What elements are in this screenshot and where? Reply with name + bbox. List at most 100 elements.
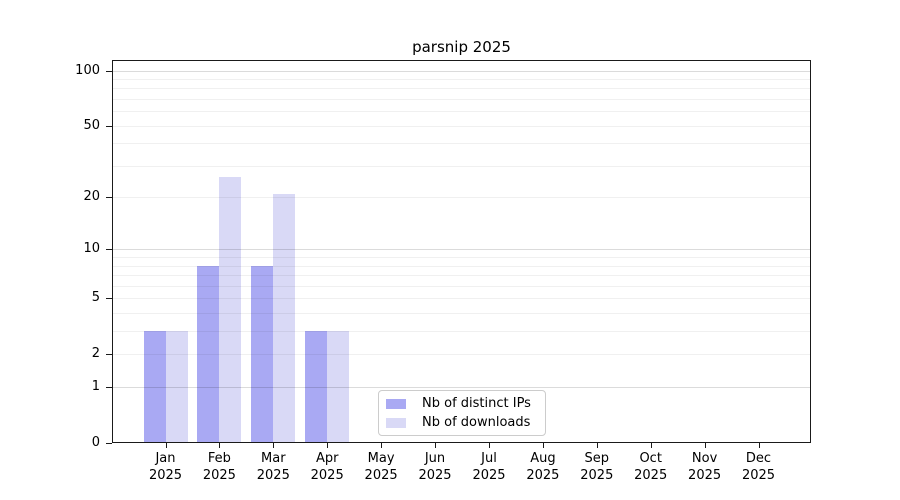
gridline-y-80 bbox=[112, 88, 811, 90]
x-tick-month: Apr bbox=[315, 451, 339, 466]
gridline-y-2 bbox=[112, 354, 811, 356]
x-tick-label-jul: Jul 2025 bbox=[457, 450, 521, 484]
x-tick-label-mar: Mar 2025 bbox=[241, 450, 305, 484]
x-tick-mark-sep bbox=[596, 443, 598, 448]
gridline-y-1 bbox=[112, 387, 811, 389]
x-tick-year: 2025 bbox=[148, 468, 183, 483]
x-tick-label-jun: Jun 2025 bbox=[403, 450, 467, 484]
x-tick-year: 2025 bbox=[364, 468, 398, 483]
chart-title: parsnip 2025 bbox=[412, 38, 511, 56]
x-tick-mark-oct bbox=[650, 443, 652, 448]
gridline-y-7 bbox=[112, 275, 811, 277]
gridline-y-70 bbox=[112, 98, 811, 100]
x-tick-year: 2025 bbox=[634, 468, 668, 483]
gridline-y-8 bbox=[112, 265, 811, 267]
gridline-y-4 bbox=[112, 313, 811, 315]
x-tick-mark-jul bbox=[489, 443, 490, 448]
x-tick-mark-jun bbox=[435, 443, 436, 448]
gridline-y-90 bbox=[112, 78, 811, 80]
y-tick-label-50: 50 bbox=[83, 117, 100, 133]
gridline-y-10 bbox=[112, 249, 811, 251]
gridline-y-5 bbox=[112, 298, 811, 300]
x-tick-year: 2025 bbox=[580, 468, 614, 483]
gridline-y-3 bbox=[112, 331, 811, 333]
y-tick-mark-20 bbox=[106, 197, 112, 199]
x-tick-year: 2025 bbox=[202, 468, 236, 483]
x-tick-month: Mar bbox=[261, 451, 286, 466]
x-tick-label-dec: Dec 2025 bbox=[727, 450, 791, 484]
x-tick-label-jan: Jan 2025 bbox=[134, 450, 198, 484]
x-tick-year: 2025 bbox=[418, 468, 452, 483]
bar-apr-distinct-ips bbox=[305, 331, 328, 443]
legend-item-distinct-ips: Nb of distinct IPs bbox=[386, 396, 537, 412]
bar-jan-downloads bbox=[165, 331, 188, 443]
x-tick-mark-apr bbox=[327, 443, 329, 448]
y-tick-label-5: 5 bbox=[91, 290, 100, 306]
x-tick-label-may: May 2025 bbox=[349, 450, 413, 484]
x-tick-month: May bbox=[367, 451, 395, 466]
gridline-y-60 bbox=[112, 111, 811, 113]
gridline-y-100 bbox=[112, 70, 811, 72]
x-tick-label-feb: Feb 2025 bbox=[187, 450, 251, 484]
bars-layer bbox=[112, 60, 811, 443]
x-tick-label-apr: Apr 2025 bbox=[295, 450, 359, 484]
x-tick-label-aug: Aug 2025 bbox=[511, 450, 575, 484]
x-tick-label-nov: Nov 2025 bbox=[673, 450, 737, 484]
gridline-y-30 bbox=[112, 165, 811, 167]
x-tick-month: Dec bbox=[745, 451, 772, 466]
x-tick-year: 2025 bbox=[688, 468, 722, 483]
x-tick-mark-feb bbox=[219, 443, 221, 448]
y-tick-mark-0 bbox=[106, 443, 112, 444]
gridline-y-6 bbox=[112, 285, 811, 287]
gridline-y-9 bbox=[112, 257, 811, 259]
x-tick-month: Jun bbox=[424, 451, 446, 466]
gridline-y-20 bbox=[112, 197, 811, 199]
bar-feb-distinct-ips bbox=[197, 265, 220, 443]
y-tick-label-100: 100 bbox=[75, 62, 100, 78]
x-tick-month: Jan bbox=[155, 451, 176, 466]
x-tick-year: 2025 bbox=[741, 468, 776, 483]
y-tick-mark-1 bbox=[106, 387, 112, 389]
x-tick-month: Sep bbox=[584, 451, 610, 466]
bar-mar-distinct-ips bbox=[251, 265, 274, 443]
bar-feb-downloads bbox=[219, 177, 242, 443]
legend-swatch-distinct-ips bbox=[386, 398, 406, 409]
bar-apr-downloads bbox=[327, 331, 350, 443]
x-tick-month: Nov bbox=[691, 451, 718, 466]
y-tick-label-0: 0 bbox=[91, 435, 100, 450]
y-tick-mark-50 bbox=[106, 125, 112, 127]
x-tick-year: 2025 bbox=[526, 468, 560, 483]
bar-jan-distinct-ips bbox=[143, 331, 166, 443]
legend: Nb of distinct IPs Nb of downloads bbox=[378, 390, 546, 436]
plot-area: Nb of distinct IPs Nb of downloads bbox=[112, 60, 811, 443]
legend-label-downloads: Nb of downloads bbox=[422, 414, 531, 430]
legend-item-downloads: Nb of downloads bbox=[386, 415, 537, 431]
x-tick-label-oct: Oct 2025 bbox=[619, 450, 683, 484]
x-tick-mark-nov bbox=[704, 443, 706, 448]
y-tick-label-20: 20 bbox=[83, 189, 100, 205]
y-tick-mark-5 bbox=[106, 298, 112, 300]
y-tick-label-10: 10 bbox=[83, 241, 100, 257]
x-tick-mark-jan bbox=[165, 443, 167, 448]
x-tick-year: 2025 bbox=[310, 468, 344, 483]
x-tick-year: 2025 bbox=[256, 468, 290, 483]
x-tick-month: Oct bbox=[639, 451, 662, 466]
y-tick-mark-10 bbox=[106, 249, 112, 251]
x-tick-mark-mar bbox=[273, 443, 275, 448]
gridlines-layer bbox=[112, 60, 811, 443]
x-tick-month: Jul bbox=[481, 451, 497, 466]
gridline-y-50 bbox=[112, 125, 811, 127]
y-tick-label-2: 2 bbox=[91, 346, 100, 362]
x-tick-mark-may bbox=[381, 443, 383, 448]
x-tick-mark-dec bbox=[758, 443, 760, 448]
y-tick-mark-2 bbox=[106, 354, 112, 356]
x-tick-month: Feb bbox=[207, 451, 231, 466]
legend-label-distinct-ips: Nb of distinct IPs bbox=[422, 395, 531, 411]
legend-swatch-downloads bbox=[386, 417, 406, 428]
x-tick-mark-aug bbox=[542, 443, 544, 448]
y-tick-label-1: 1 bbox=[91, 379, 100, 395]
gridline-y-40 bbox=[112, 143, 811, 145]
